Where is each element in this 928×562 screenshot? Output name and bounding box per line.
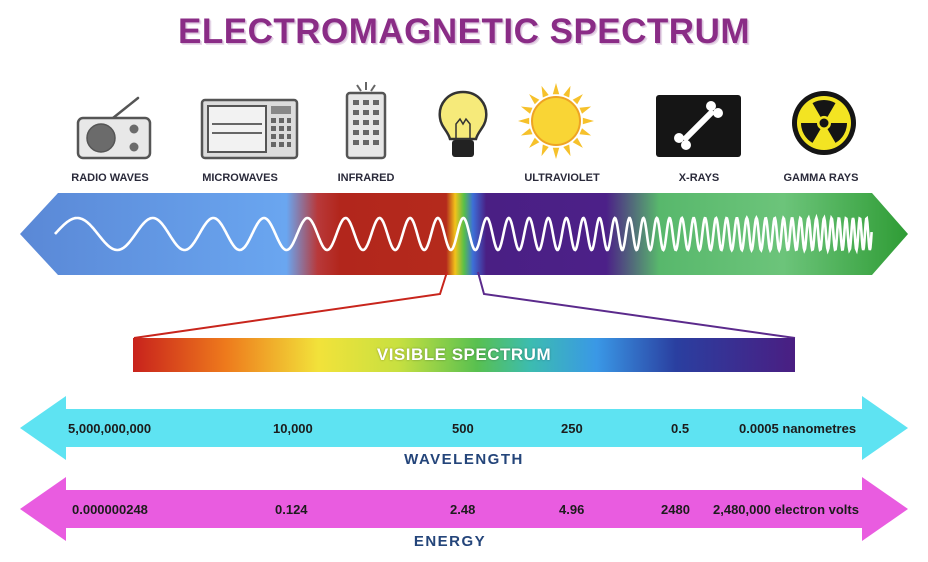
sun-ray [529, 94, 540, 105]
band-label-radio-waves: RADIO WAVES [71, 172, 149, 184]
band-label-microwaves: MICROWAVES [202, 172, 278, 184]
band-label-ultraviolet: ULTRAVIOLET [524, 172, 600, 184]
energy-value: 2480 [661, 502, 690, 517]
sun-ray [572, 137, 583, 148]
sun-icon [518, 83, 594, 159]
sun-ray [520, 128, 533, 136]
wavelength-value: 5,000,000,000 [68, 421, 152, 436]
energy-value: 0.124 [275, 502, 308, 517]
band-label-infrared: INFRARED [337, 172, 395, 184]
energy-arrow [20, 477, 908, 541]
sun-ray [563, 144, 571, 157]
wavelength-arrow [20, 396, 908, 460]
sun-ray [563, 85, 571, 98]
wavelength-value: 250 [561, 421, 583, 436]
spectrum-wave [54, 213, 873, 255]
sun-ray [541, 144, 549, 157]
radiation-blade [812, 100, 836, 117]
band-label-gamma-rays: GAMMA RAYS [783, 172, 859, 184]
radiation-icon [792, 91, 856, 155]
visible-connector-right [477, 271, 796, 339]
bone-xray-icon [656, 95, 741, 157]
spectrum-band [20, 193, 908, 275]
light-bulb-icon [438, 90, 488, 157]
energy-value: 2,480,000 electron volts [713, 502, 859, 517]
energy-value: 4.96 [559, 502, 585, 517]
wavelength-value: 500 [452, 421, 474, 436]
energy-axis-name: ENERGY [413, 533, 487, 550]
sun-ray [579, 128, 592, 136]
sun-ray [579, 106, 592, 114]
energy-value: 2.48 [450, 502, 476, 517]
sun-ray [582, 117, 594, 125]
visible-spectrum-bar [133, 338, 795, 372]
sun-ray [552, 83, 560, 95]
band-label-x-rays: X-RAYS [678, 172, 720, 184]
wavelength-value: 0.0005 nanometres [739, 421, 857, 436]
wavelength-axis-name: WAVELENGTH [404, 451, 524, 468]
radiation-center [819, 118, 829, 128]
remote-control-icon [345, 82, 387, 160]
visible-connector-left [133, 271, 448, 339]
sun-ray [518, 117, 530, 125]
sun-ray [529, 137, 540, 148]
radiation-blade [801, 123, 821, 143]
radiation-blade [827, 123, 847, 143]
sun-ray [520, 106, 533, 114]
wavelength-value: 10,000 [273, 421, 313, 436]
sun-ray [552, 147, 560, 159]
page-title: ELECTROMAGNETIC SPECTRUM [178, 12, 750, 51]
radio-icon [76, 96, 152, 160]
visible-spectrum-label: VISIBLE SPECTRUM [376, 345, 552, 364]
sun-ray [572, 94, 583, 105]
sun-ray [541, 85, 549, 98]
microwave-icon [200, 98, 299, 160]
wavelength-value: 0.5 [671, 421, 690, 436]
energy-value: 0.000000248 [72, 502, 148, 517]
